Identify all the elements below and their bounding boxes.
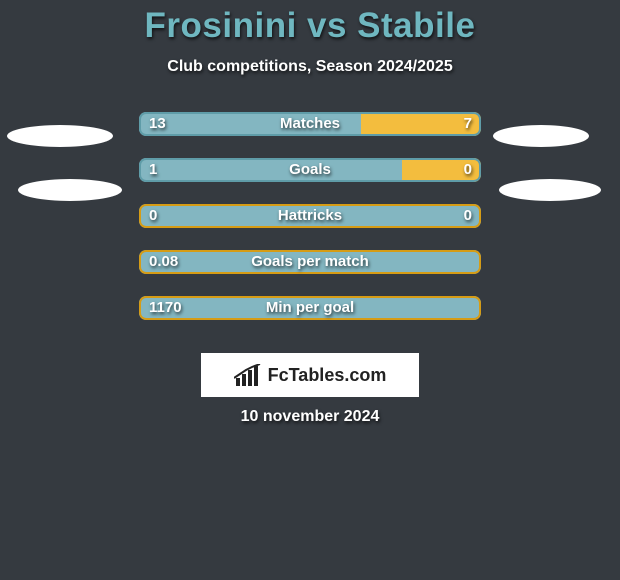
avatar-placeholder (18, 179, 122, 201)
stat-label: Goals per match (139, 250, 481, 274)
snapshot-date: 10 november 2024 (0, 408, 620, 426)
stat-label: Goals (139, 158, 481, 182)
avatar-placeholder (499, 179, 601, 201)
stat-row: 1170Min per goal (0, 296, 620, 320)
stat-label: Min per goal (139, 296, 481, 320)
stat-value-right: 7 (464, 112, 472, 136)
brand-badge[interactable]: FcTables.com (201, 353, 419, 397)
stat-row: 0Hattricks0 (0, 204, 620, 228)
brand-text: FcTables.com (268, 365, 387, 386)
stat-row: 0.08Goals per match (0, 250, 620, 274)
stat-label: Hattricks (139, 204, 481, 228)
chart-icon (234, 364, 262, 386)
page-subtitle: Club competitions, Season 2024/2025 (0, 58, 620, 76)
avatar-placeholder (493, 125, 589, 147)
stat-value-right: 0 (464, 158, 472, 182)
stat-value-right: 0 (464, 204, 472, 228)
page-title: Frosinini vs Stabile (0, 6, 620, 46)
comparison-card: Frosinini vs Stabile Club competitions, … (0, 0, 620, 320)
stat-label: Matches (139, 112, 481, 136)
avatar-placeholder (7, 125, 113, 147)
stat-row: 1Goals0 (0, 158, 620, 182)
